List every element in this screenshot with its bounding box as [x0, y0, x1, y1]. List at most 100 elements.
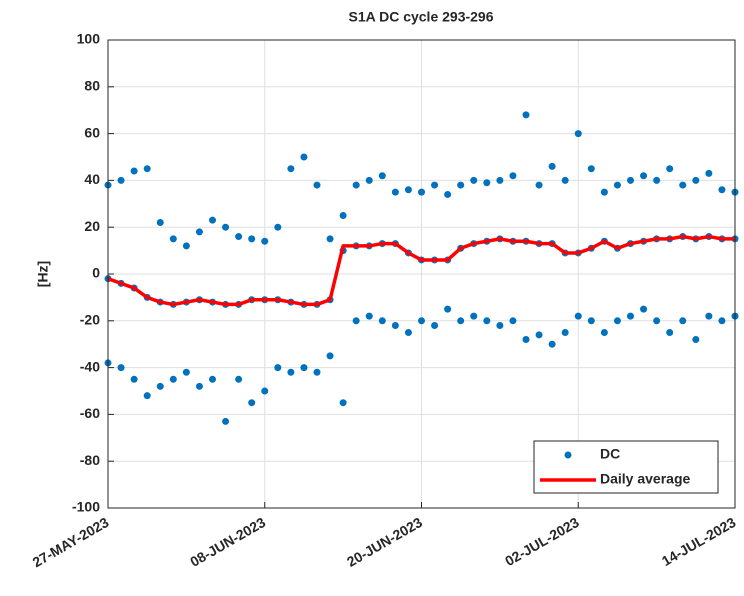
dc-point — [535, 181, 543, 189]
dc-point — [117, 176, 125, 184]
dc-point — [313, 368, 321, 376]
dc-point — [444, 305, 452, 313]
dc-point — [130, 167, 138, 175]
dc-point — [653, 176, 661, 184]
dc-point — [522, 111, 530, 119]
y-tick-label: -40 — [80, 358, 100, 374]
dc-point — [404, 186, 412, 194]
dc-point — [431, 181, 439, 189]
dc-point — [718, 186, 726, 194]
dc-point — [470, 312, 478, 320]
dc-point — [548, 340, 556, 348]
dc-point — [509, 317, 517, 325]
dc-point — [574, 312, 582, 320]
dc-point — [574, 130, 582, 138]
dc-point — [653, 317, 661, 325]
dc-point — [600, 188, 608, 196]
dc-point — [195, 382, 203, 390]
dc-point — [209, 216, 216, 224]
dc-point — [561, 176, 569, 184]
dc-point — [627, 312, 634, 320]
dc-point — [535, 331, 543, 339]
dc-point — [143, 165, 151, 173]
dc-point — [222, 417, 230, 425]
y-tick-label: -20 — [80, 312, 100, 328]
dc-point — [391, 321, 399, 329]
dc-point — [130, 375, 138, 383]
dc-point — [692, 176, 700, 184]
dc-point — [287, 165, 295, 173]
dc-point — [156, 382, 164, 390]
x-tick-label: 27-MAY-2023 — [30, 514, 112, 571]
y-tick-label: 0 — [92, 265, 100, 281]
dc-point — [692, 336, 700, 344]
dc-point — [457, 181, 465, 189]
dc-point — [182, 368, 190, 376]
dc-point — [326, 235, 334, 243]
dc-point — [600, 329, 608, 336]
dc-point — [182, 242, 190, 250]
dc-point — [391, 188, 399, 196]
dc-point — [561, 329, 569, 336]
axes-box — [107, 39, 736, 509]
y-axis-label: [Hz] — [35, 261, 51, 287]
dc-point — [418, 188, 425, 196]
chart-title: S1A DC cycle 293-296 — [348, 9, 493, 25]
dc-point — [378, 172, 386, 180]
dc-point — [470, 176, 478, 184]
dc-point — [404, 329, 412, 336]
dc-point — [587, 165, 595, 173]
legend-box — [533, 440, 719, 494]
dc-point — [378, 317, 386, 325]
dc-point — [117, 364, 125, 372]
dc-point — [496, 176, 504, 184]
y-tick-label: -100 — [72, 499, 100, 515]
dc-point — [352, 181, 360, 189]
dc-point — [261, 387, 269, 395]
dc-point — [248, 235, 256, 243]
dc-point — [613, 181, 621, 189]
dc-point — [287, 368, 295, 376]
dc-point — [640, 172, 648, 180]
x-tick-label: 14-JUL-2023 — [659, 514, 739, 569]
x-tick-label: 08-JUN-2023 — [187, 514, 268, 570]
dc-point — [365, 176, 373, 184]
dc-point — [209, 375, 216, 383]
dc-point — [300, 153, 308, 161]
dc-point — [274, 223, 282, 231]
legend-label: DC — [600, 446, 620, 462]
y-tick-label: 40 — [84, 171, 100, 187]
y-tick-label: 60 — [84, 124, 100, 140]
average-line — [107, 234, 735, 307]
dc-point — [261, 237, 269, 245]
dc-point — [587, 317, 595, 325]
dc-point — [718, 317, 726, 325]
dc-point — [248, 399, 256, 407]
x-tick-label: 20-JUN-2023 — [344, 514, 425, 570]
x-tick-label: 02-JUL-2023 — [502, 514, 582, 569]
dc-point — [431, 321, 439, 329]
dc-point — [496, 321, 504, 329]
dc-point — [274, 364, 282, 372]
dc-point — [679, 181, 687, 189]
dc-point — [705, 312, 713, 320]
dc-point — [640, 305, 648, 313]
dc-point — [483, 179, 491, 187]
dc-point — [326, 352, 334, 360]
y-tick-label: 100 — [77, 31, 101, 47]
dc-point — [666, 329, 674, 336]
dc-point — [627, 176, 634, 184]
y-tick-label: -80 — [80, 452, 100, 468]
dc-point — [222, 223, 230, 231]
dc-point — [679, 317, 687, 325]
y-tick-label: 20 — [84, 218, 100, 234]
dc-point — [522, 336, 530, 344]
dc-point — [352, 317, 360, 325]
legend-label: Daily average — [600, 471, 690, 487]
legend-marker — [564, 451, 572, 459]
dc-point — [444, 190, 452, 198]
y-tick-label: 80 — [84, 78, 100, 94]
dc-point — [235, 233, 243, 241]
dc-point — [457, 317, 465, 325]
